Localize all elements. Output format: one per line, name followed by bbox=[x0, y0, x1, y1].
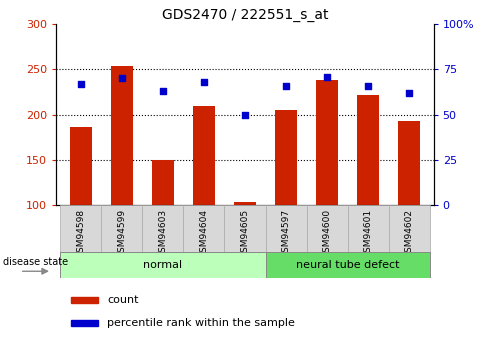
Text: GSM94598: GSM94598 bbox=[76, 208, 85, 258]
Text: neural tube defect: neural tube defect bbox=[296, 260, 399, 270]
Bar bbox=[389, 205, 430, 252]
Point bbox=[118, 76, 126, 81]
Bar bbox=[307, 205, 347, 252]
Text: GSM94597: GSM94597 bbox=[282, 208, 291, 258]
Bar bbox=[347, 205, 389, 252]
Point bbox=[282, 83, 290, 88]
Bar bbox=[193, 106, 215, 205]
Bar bbox=[275, 110, 297, 205]
Point bbox=[323, 74, 331, 79]
Text: count: count bbox=[107, 295, 139, 305]
Bar bbox=[143, 205, 183, 252]
Bar bbox=[111, 66, 133, 205]
Text: GSM94599: GSM94599 bbox=[118, 208, 126, 258]
Title: GDS2470 / 222551_s_at: GDS2470 / 222551_s_at bbox=[162, 8, 328, 22]
Text: normal: normal bbox=[144, 260, 183, 270]
Bar bbox=[266, 205, 307, 252]
Text: GSM94601: GSM94601 bbox=[364, 208, 372, 258]
Text: GSM94600: GSM94600 bbox=[322, 208, 332, 258]
Text: GSM94604: GSM94604 bbox=[199, 208, 208, 257]
Bar bbox=[72, 319, 98, 326]
Bar bbox=[60, 252, 266, 278]
Bar bbox=[224, 205, 266, 252]
Bar bbox=[152, 160, 174, 205]
Text: GSM94602: GSM94602 bbox=[405, 208, 414, 257]
Point bbox=[241, 112, 249, 117]
Bar bbox=[266, 252, 430, 278]
Point bbox=[77, 81, 85, 87]
Point bbox=[200, 79, 208, 85]
Bar bbox=[72, 297, 98, 303]
Text: percentile rank within the sample: percentile rank within the sample bbox=[107, 318, 295, 328]
Point bbox=[364, 83, 372, 88]
Text: GSM94605: GSM94605 bbox=[241, 208, 249, 258]
Bar bbox=[234, 201, 256, 205]
Text: disease state: disease state bbox=[3, 257, 68, 267]
Bar bbox=[70, 127, 92, 205]
Bar bbox=[357, 95, 379, 205]
Text: GSM94603: GSM94603 bbox=[158, 208, 168, 258]
Point bbox=[159, 88, 167, 94]
Bar bbox=[398, 121, 420, 205]
Bar bbox=[60, 205, 101, 252]
Bar bbox=[183, 205, 224, 252]
Bar bbox=[101, 205, 143, 252]
Point bbox=[405, 90, 413, 96]
Bar bbox=[316, 80, 338, 205]
